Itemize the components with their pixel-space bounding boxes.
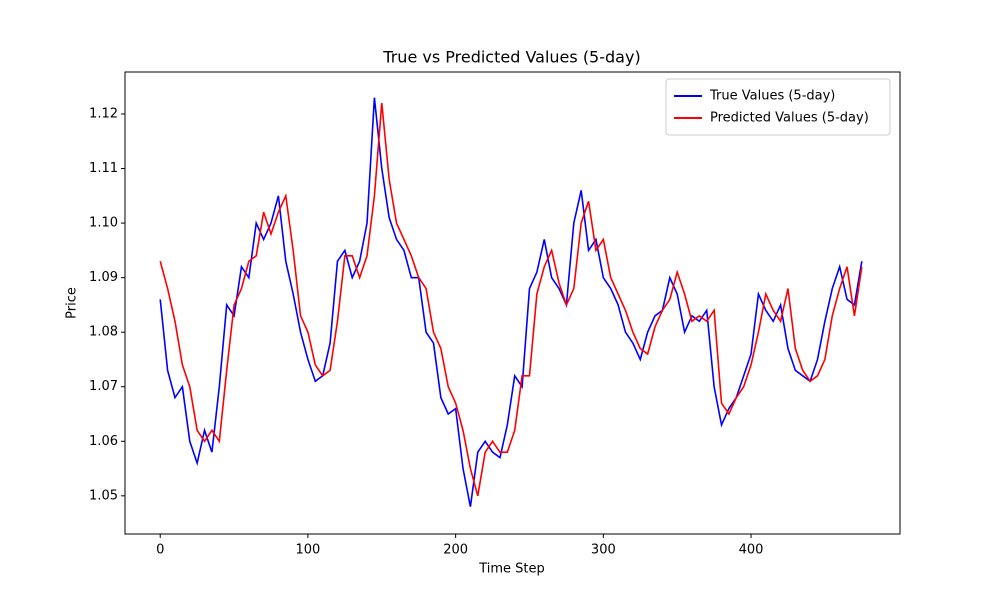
- x-tick-label: 400: [739, 543, 764, 558]
- y-tick-label: 1.05: [89, 488, 118, 503]
- data-line: [159, 97, 863, 507]
- x-tick-label: 100: [296, 543, 321, 558]
- x-tick-label: 0: [156, 543, 164, 558]
- y-tick-label: 1.07: [89, 379, 118, 394]
- plot-frame: [124, 71, 901, 535]
- y-tick-label: 1.08: [89, 325, 118, 340]
- legend-box: [665, 78, 891, 136]
- chart-title: True vs Predicted Values (5-day): [382, 48, 640, 67]
- y-axis-label: Price: [65, 287, 80, 319]
- x-axis-label: Time Step: [478, 562, 545, 577]
- y-tick-label: 1.10: [89, 216, 118, 231]
- legend-label: Predicted Values (5-day): [710, 111, 869, 126]
- x-tick-label: 300: [591, 543, 616, 558]
- legend-label: True Values (5-day): [709, 89, 835, 104]
- y-tick-label: 1.09: [89, 270, 118, 285]
- y-tick-label: 1.12: [89, 107, 118, 122]
- data-line: [159, 103, 863, 497]
- y-tick-label: 1.11: [89, 161, 118, 176]
- y-tick-label: 1.06: [89, 434, 118, 449]
- x-tick-label: 200: [443, 543, 468, 558]
